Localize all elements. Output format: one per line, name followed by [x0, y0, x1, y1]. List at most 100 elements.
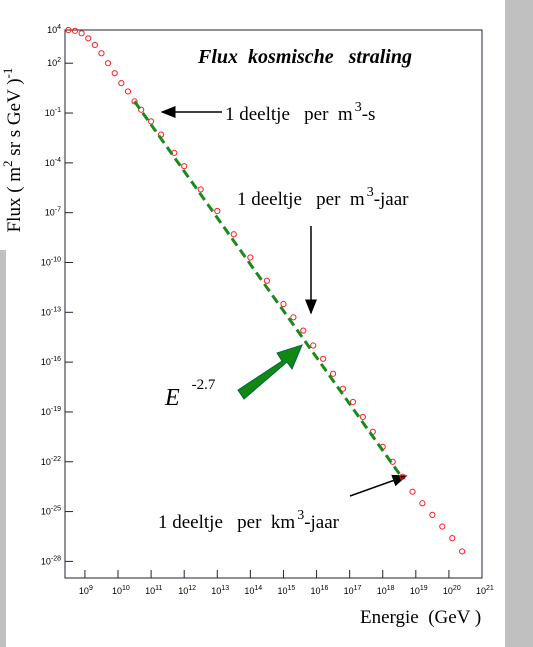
data-point: [349, 398, 357, 406]
y-tick-label: 10-28: [41, 555, 61, 566]
text-part: 9: [89, 585, 93, 592]
data-point: [409, 488, 416, 495]
x-tick-label: 1012: [178, 585, 196, 596]
x-tick-label: 1013: [211, 585, 229, 596]
text-part: 19: [420, 585, 428, 592]
x-tick-label: 109: [79, 585, 93, 596]
text-part: 10: [122, 585, 130, 592]
x-tick-label: 1014: [244, 585, 262, 596]
data-point: [290, 314, 297, 321]
text-part: 10: [79, 586, 89, 596]
y-tick-label: 10-1: [45, 107, 61, 118]
text-part: -28: [51, 555, 61, 562]
text-part: 10: [41, 556, 51, 566]
text-part: E: [164, 385, 180, 411]
data-point: [320, 355, 327, 362]
annotation: 1 deeltje per m 3-s: [225, 100, 375, 125]
arrow: [349, 474, 408, 497]
data-point: [429, 511, 436, 518]
y-tick-label: 10-4: [45, 157, 61, 168]
x-tick-label: 1010: [112, 585, 130, 596]
chart-title: Flux kosmische straling: [197, 46, 412, 68]
text-part: 2: [0, 160, 15, 167]
x-tick-label: 1011: [145, 585, 162, 596]
data-point: [449, 535, 456, 542]
data-point: [138, 106, 145, 113]
x-tick-label: 1016: [311, 585, 329, 596]
text-part: 1 deeltje per km: [158, 512, 295, 533]
y-tick-label: 10-19: [41, 406, 61, 417]
text-part: 20: [453, 585, 461, 592]
text-part: 10: [377, 586, 387, 596]
text-part: -jaar: [304, 512, 339, 533]
data-point: [399, 473, 406, 480]
text-part: 10: [45, 108, 55, 118]
y-tick-label: 10-10: [41, 256, 61, 267]
data-point: [104, 60, 112, 67]
data-point: [181, 163, 188, 170]
data-point: [247, 254, 254, 261]
text-part: 16: [321, 585, 329, 592]
text-part: 10: [41, 507, 51, 517]
annotation: E -2.7: [164, 377, 216, 411]
text-part: -10: [51, 256, 61, 263]
text-part: -7: [55, 207, 61, 214]
data-point: [131, 98, 138, 105]
text-part: 21: [486, 585, 494, 592]
text-part: 10: [41, 407, 51, 417]
x-axis-label: Energie (GeV ): [360, 607, 481, 628]
data-point: [263, 277, 271, 284]
annotation: 1 deeltje per km 3-jaar: [158, 508, 340, 533]
x-tick-label: 1020: [443, 585, 461, 596]
text-part: 10: [443, 586, 453, 596]
text-part: -jaar: [374, 189, 409, 210]
text-part: 10: [45, 158, 55, 168]
data-point: [359, 413, 366, 421]
text-part: 3: [297, 508, 304, 523]
text-part: -16: [51, 356, 61, 363]
data-point: [65, 26, 72, 34]
text-part: 10: [410, 586, 420, 596]
data-point: [439, 523, 446, 530]
data-point: [111, 70, 118, 77]
text-part: 2: [57, 57, 61, 64]
data-point: [419, 500, 426, 507]
y-tick-label: 10-25: [41, 506, 61, 517]
text-part: 10: [211, 586, 221, 596]
text-part: 15: [287, 585, 295, 592]
text-part: -1: [0, 68, 15, 79]
data-point: [98, 50, 105, 57]
text-part: 10: [45, 208, 55, 218]
text-part: 1 deeltje per m: [225, 104, 353, 125]
text-part: 18: [387, 585, 395, 592]
annotation: 1 deeltje per m 3-jaar: [237, 185, 409, 210]
y-tick-label: 10-16: [41, 356, 61, 367]
data-point: [300, 327, 307, 334]
y-tick-label: 10-7: [45, 207, 61, 218]
y-axis-label: Flux ( m2 sr s GeV )-1: [0, 68, 25, 233]
text-part: 3: [355, 100, 362, 115]
text-part: -4: [55, 157, 61, 164]
text-part: 10: [244, 586, 254, 596]
text-part: 10: [145, 586, 155, 596]
text-part: 10: [47, 58, 57, 68]
text-part: 10: [178, 586, 188, 596]
x-tick-label: 1018: [377, 585, 395, 596]
data-point: [78, 30, 85, 37]
x-tick-label: 1015: [277, 585, 295, 596]
x-tick-label: 1017: [344, 585, 362, 596]
data-point: [71, 27, 79, 34]
text-part: -s: [362, 104, 376, 125]
text-part: 14: [254, 585, 262, 592]
text-part: 10: [277, 586, 287, 596]
text-part: 17: [354, 585, 362, 592]
text-part: 10: [311, 586, 321, 596]
data-point: [85, 35, 92, 42]
text-part: 10: [41, 457, 51, 467]
text-part: 1 deeltje per m: [237, 189, 365, 210]
text-part: Flux ( m: [4, 167, 25, 233]
text-part: 10: [41, 257, 51, 267]
text-part: -25: [51, 506, 61, 513]
text-part: sr s GeV ): [4, 78, 25, 160]
